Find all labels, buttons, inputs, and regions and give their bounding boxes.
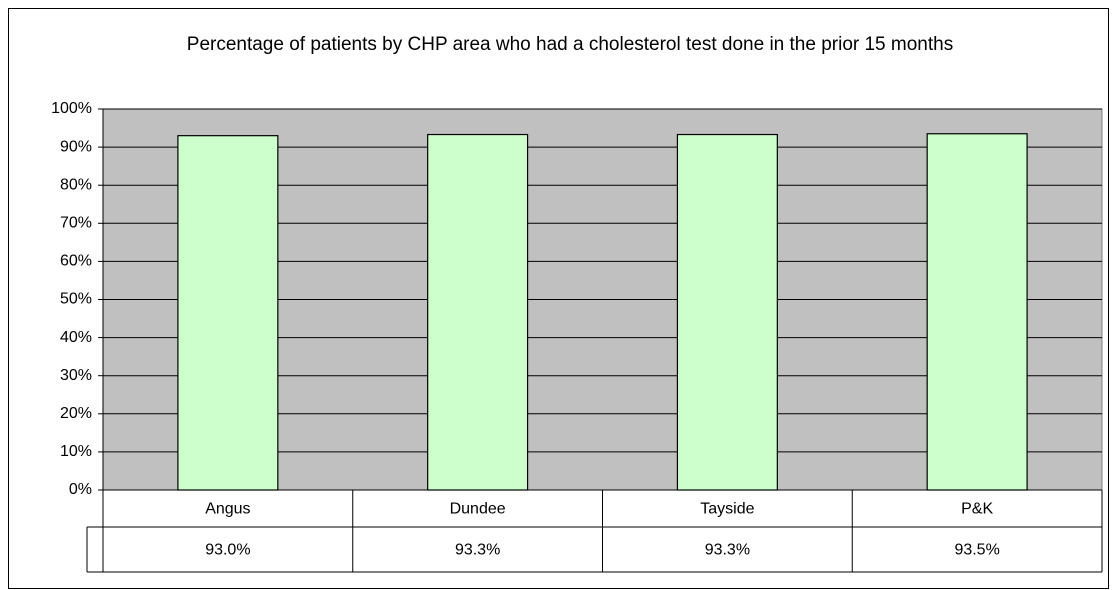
bar [427,133,529,491]
y-tick-label: 60% [60,253,92,270]
y-tick-label: 0% [69,481,92,498]
data-label: 93.5% [954,542,999,559]
bar [177,135,279,491]
y-tick-label: 50% [60,291,92,308]
data-label: 93.0% [205,542,250,559]
data-label: 93.3% [705,542,750,559]
y-tick-label: 70% [60,215,92,232]
y-tick-label: 40% [60,329,92,346]
y-tick-label: 80% [60,176,92,193]
y-tick-label: 30% [60,367,92,384]
chart-title: Percentage of patients by CHP area who h… [186,34,954,55]
x-tick-label: Dundee [450,501,506,518]
bar [676,133,778,491]
y-tick-label: 20% [60,405,92,422]
x-tick-label: Angus [205,501,250,518]
y-tick-label: 100% [51,100,92,117]
y-tick-label: 90% [60,138,92,155]
y-tick-label: 10% [60,443,92,460]
x-tick-label: Tayside [700,501,754,518]
bar [926,133,1028,491]
data-label: 93.3% [455,542,500,559]
x-tick-label: P&K [961,501,993,518]
